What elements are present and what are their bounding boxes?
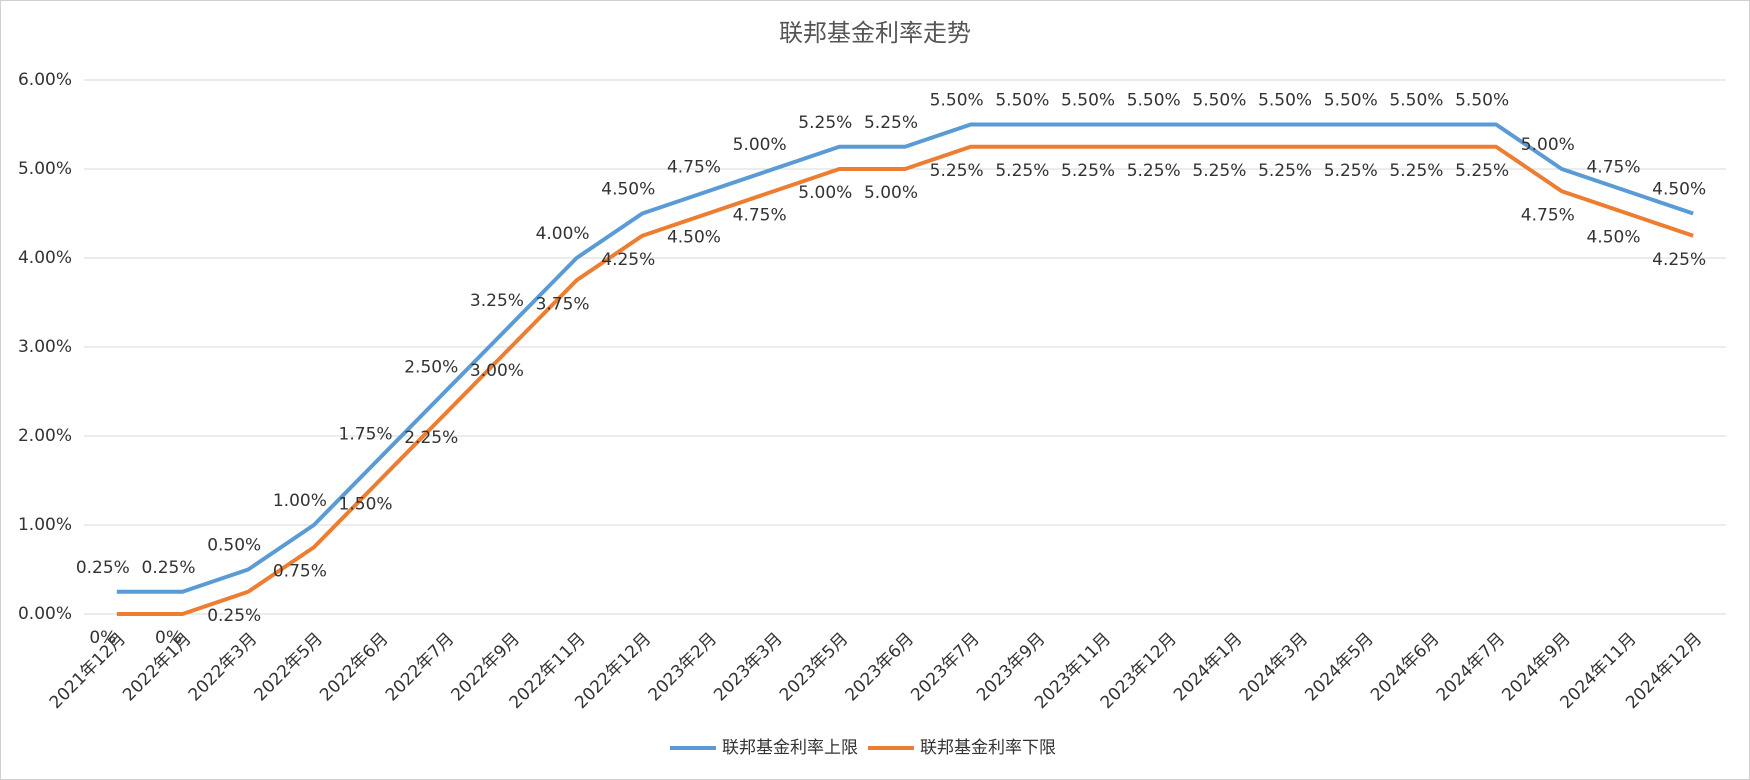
data-label: 1.00% bbox=[273, 491, 327, 511]
y-tick-label: 0.00% bbox=[18, 604, 72, 624]
y-tick-label: 4.00% bbox=[18, 248, 72, 268]
data-label: 4.25% bbox=[601, 250, 655, 270]
data-label: 5.50% bbox=[1324, 91, 1378, 111]
data-label: 5.00% bbox=[798, 183, 852, 203]
data-label: 0.25% bbox=[76, 558, 130, 578]
data-label: 5.00% bbox=[864, 183, 918, 203]
data-label: 0% bbox=[89, 628, 116, 648]
data-label: 0.25% bbox=[142, 558, 196, 578]
data-label: 5.25% bbox=[1061, 161, 1115, 181]
data-label: 5.50% bbox=[1192, 91, 1246, 111]
data-label: 1.75% bbox=[339, 424, 393, 444]
data-label: 0.50% bbox=[207, 536, 261, 556]
y-tick-label: 3.00% bbox=[18, 337, 72, 357]
data-label: 5.50% bbox=[1455, 91, 1509, 111]
y-tick-label: 5.00% bbox=[18, 159, 72, 179]
data-label: 4.75% bbox=[1586, 157, 1640, 177]
data-label: 5.50% bbox=[1061, 91, 1115, 111]
data-label: 4.25% bbox=[1652, 250, 1706, 270]
data-label: 5.25% bbox=[1324, 161, 1378, 181]
y-tick-label: 2.00% bbox=[18, 426, 72, 446]
data-label: 5.00% bbox=[733, 135, 787, 155]
data-label: 4.00% bbox=[536, 224, 590, 244]
data-label: 5.50% bbox=[1389, 91, 1443, 111]
y-tick-label: 6.00% bbox=[18, 70, 72, 90]
data-label: 4.50% bbox=[601, 180, 655, 200]
data-label: 4.50% bbox=[1652, 180, 1706, 200]
data-label: 3.00% bbox=[470, 361, 524, 381]
data-label: 5.25% bbox=[1192, 161, 1246, 181]
data-label: 5.25% bbox=[930, 161, 984, 181]
data-label: 4.75% bbox=[733, 205, 787, 225]
data-label: 0.25% bbox=[207, 606, 261, 626]
data-label: 3.75% bbox=[536, 294, 590, 314]
data-label: 5.50% bbox=[995, 91, 1049, 111]
legend-label: 联邦基金利率上限 bbox=[722, 738, 858, 758]
data-label: 4.50% bbox=[667, 228, 721, 248]
data-label: 0.75% bbox=[273, 561, 327, 581]
series-line bbox=[116, 144, 1694, 616]
data-label: 5.25% bbox=[1455, 161, 1509, 181]
data-label: 5.25% bbox=[864, 113, 918, 133]
y-tick-label: 1.00% bbox=[18, 515, 72, 535]
data-label: 2.50% bbox=[404, 358, 458, 378]
data-label: 5.50% bbox=[1258, 91, 1312, 111]
data-label: 5.50% bbox=[930, 91, 984, 111]
series-line bbox=[116, 122, 1694, 594]
legend-label: 联邦基金利率下限 bbox=[920, 738, 1056, 758]
data-label: 4.75% bbox=[1521, 205, 1575, 225]
data-label: 5.25% bbox=[1389, 161, 1443, 181]
data-label: 5.25% bbox=[798, 113, 852, 133]
data-label: 5.50% bbox=[1127, 91, 1181, 111]
data-label: 4.75% bbox=[667, 157, 721, 177]
data-label: 2.25% bbox=[404, 428, 458, 448]
data-label: 5.25% bbox=[1127, 161, 1181, 181]
data-label: 3.25% bbox=[470, 291, 524, 311]
data-label: 0% bbox=[155, 628, 182, 648]
data-label: 1.50% bbox=[339, 495, 393, 515]
chart-title: 联邦基金利率走势 bbox=[779, 19, 971, 47]
data-label: 5.25% bbox=[1258, 161, 1312, 181]
data-label: 5.00% bbox=[1521, 135, 1575, 155]
data-label: 5.25% bbox=[995, 161, 1049, 181]
data-label: 4.50% bbox=[1586, 228, 1640, 248]
